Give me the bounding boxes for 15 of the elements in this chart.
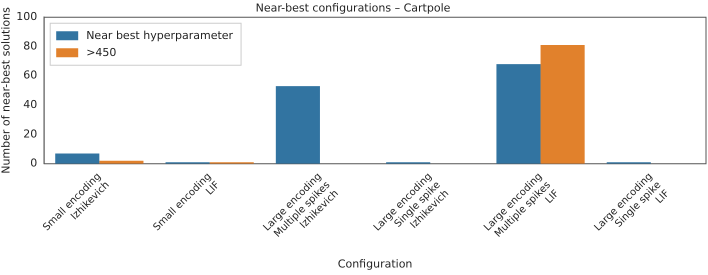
- y-tick-label: 100: [16, 10, 38, 24]
- x-axis-title: Configuration: [338, 257, 412, 270]
- y-axis-title: Number of near-best solutions: [0, 6, 12, 174]
- y-tick-label: 0: [30, 156, 38, 170]
- bar: [276, 86, 320, 164]
- bar: [55, 153, 100, 164]
- legend-label: >450: [86, 46, 116, 60]
- chart-title: Near-best configurations – Cartpole: [256, 1, 451, 14]
- y-tick-label: 20: [23, 127, 38, 140]
- bar: [496, 64, 541, 164]
- legend-label: Near best hyperparameter: [86, 29, 234, 42]
- y-tick-label: 60: [23, 68, 38, 82]
- bar: [540, 45, 585, 164]
- y-tick-label: 40: [23, 98, 38, 111]
- y-tick-label: 80: [23, 39, 38, 52]
